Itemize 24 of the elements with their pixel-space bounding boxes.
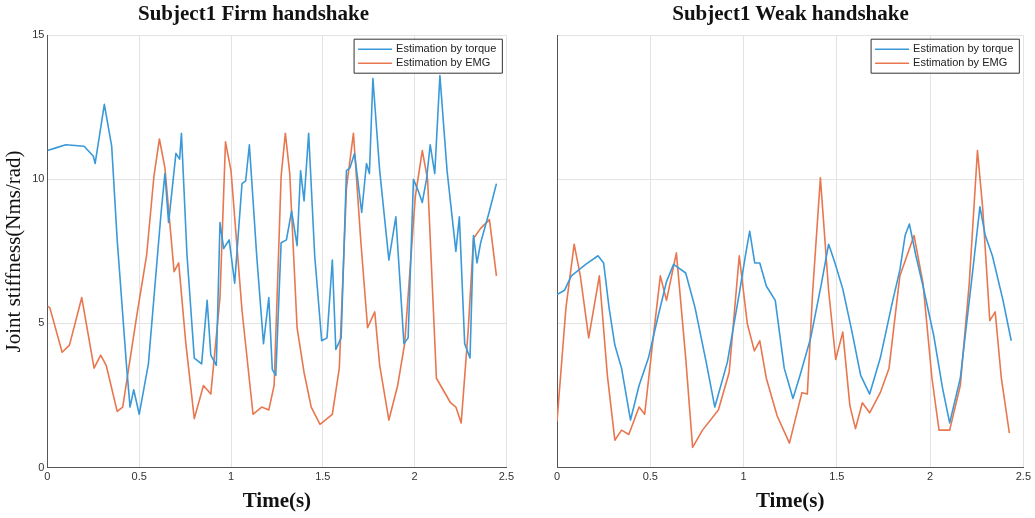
x-tick-label: 1 xyxy=(740,470,747,483)
legend-label: Estimation by torque xyxy=(913,42,1014,55)
x-tick-label: 0 xyxy=(553,470,561,483)
chart-title: Subject1 Firm handshake xyxy=(137,1,370,26)
y-tick-label: 0 xyxy=(38,460,45,473)
y-axis-title: Joint stiffness(Nms/rad) xyxy=(1,150,26,353)
legend-label: Estimation by torque xyxy=(396,42,497,55)
x-tick-label: 1 xyxy=(227,470,235,483)
x-tick-label: 1.5 xyxy=(829,470,845,483)
x-tick-label: 2.5 xyxy=(1015,470,1031,483)
x-tick-label: 2.5 xyxy=(498,470,514,483)
x-tick-label: 2 xyxy=(927,470,934,483)
legend-label: Estimation by EMG xyxy=(396,56,491,69)
x-axis-title: Time(s) xyxy=(755,487,825,512)
x-tick-label: 1.5 xyxy=(315,470,331,483)
x-tick-label: 2 xyxy=(411,470,418,483)
legend-label: Estimation by EMG xyxy=(913,56,1008,69)
y-tick-label: 15 xyxy=(32,28,45,41)
y-tick-label: 5 xyxy=(38,316,45,329)
x-tick-label: 0.5 xyxy=(131,470,147,483)
y-tick-label: 10 xyxy=(32,172,45,185)
x-axis-title: Time(s) xyxy=(242,487,312,512)
x-tick-label: 0.5 xyxy=(642,470,658,483)
chart-title: Subject1 Weak handshake xyxy=(672,1,909,26)
